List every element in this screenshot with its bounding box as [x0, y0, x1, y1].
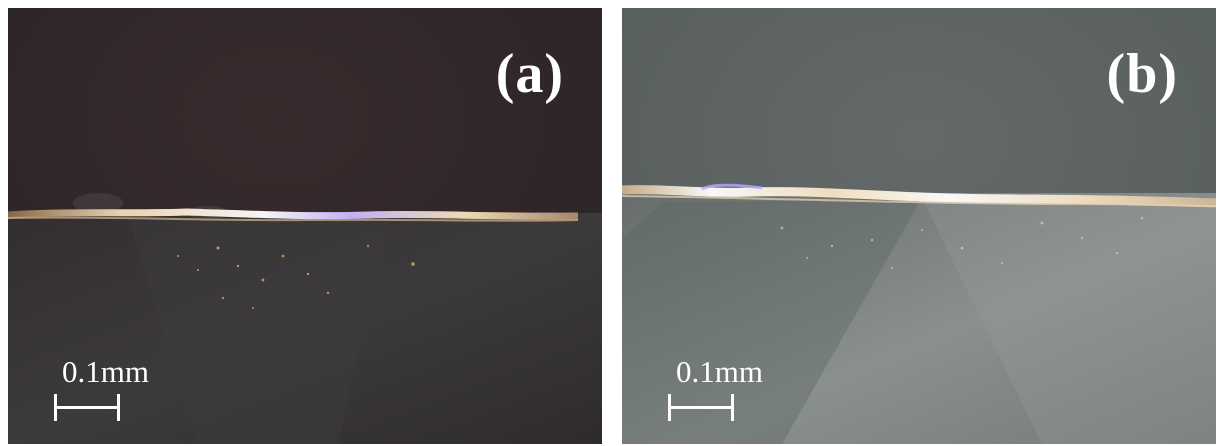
- micrograph-panel-b: (b) 0.1mm: [622, 8, 1216, 444]
- micrograph-b-image: [622, 8, 1216, 444]
- panel-label-b: (b): [1106, 43, 1178, 105]
- scale-bar-b: [668, 394, 734, 422]
- micrograph-panel-a: (a) 0.1mm: [8, 8, 602, 444]
- panel-label-a: (a): [495, 43, 564, 105]
- scale-bar-label-a: 0.1mm: [62, 354, 149, 389]
- scale-bar-label-b: 0.1mm: [676, 354, 763, 389]
- micrograph-a-image: [8, 8, 602, 444]
- scale-bar-a: [54, 394, 120, 422]
